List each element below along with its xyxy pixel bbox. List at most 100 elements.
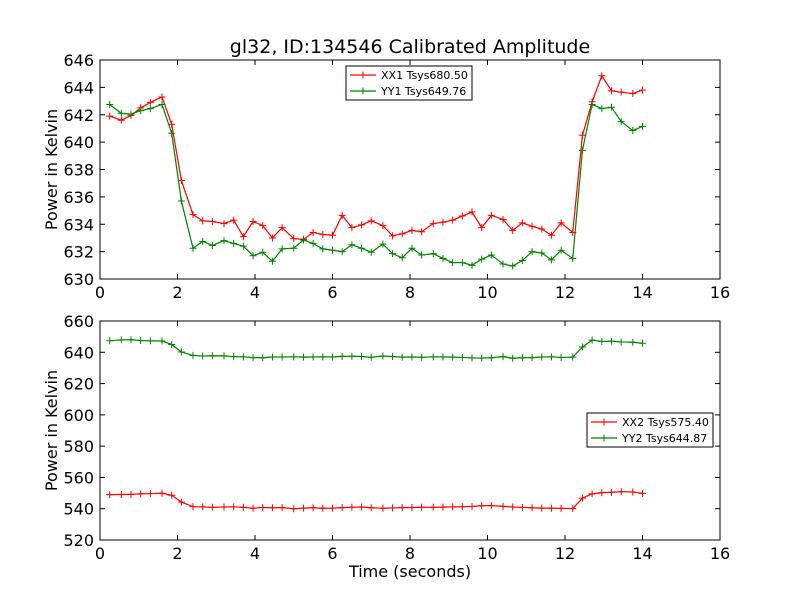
data-point: [499, 260, 507, 268]
data-point: [309, 228, 317, 236]
data-point: [617, 118, 625, 126]
data-point: [608, 103, 615, 111]
data-point: [547, 504, 555, 512]
data-point: [106, 491, 114, 499]
data-point: [268, 504, 276, 512]
data-point: [538, 225, 546, 233]
data-point: [146, 98, 154, 106]
data-point: [528, 504, 536, 512]
data-point: [106, 337, 114, 345]
y-axis-label: Power in Kelvin: [42, 370, 61, 491]
data-point: [487, 502, 495, 510]
data-point: [106, 112, 114, 120]
data-point: [158, 337, 166, 345]
data-point: [439, 218, 447, 226]
data-point: [367, 504, 375, 512]
data-point: [578, 343, 586, 351]
data-point: [439, 353, 447, 361]
data-point: [158, 93, 166, 101]
data-point: [338, 248, 346, 256]
legend-frame: [345, 65, 473, 101]
y-tick-label: 600: [63, 406, 94, 425]
data-point: [538, 249, 546, 257]
data-point: [528, 222, 536, 230]
data-point: [547, 256, 555, 264]
data-point: [249, 354, 257, 362]
data-point: [379, 240, 387, 248]
data-point: [379, 222, 387, 230]
data-point: [389, 353, 397, 361]
x-tick-label: 4: [250, 283, 260, 302]
x-tick-label: 10: [477, 283, 497, 302]
data-point: [319, 504, 327, 512]
data-point: [338, 504, 346, 512]
chart-title: gl32, ID:134546 Calibrated Amplitude: [230, 36, 590, 58]
legend: XX2 Tsys575.40 YY2 Tsys644.87: [586, 412, 714, 448]
data-point: [137, 107, 145, 115]
data-point: [358, 221, 366, 229]
x-tick-label: 4: [250, 544, 260, 563]
data-point: [509, 503, 517, 511]
data-point: [199, 352, 207, 360]
data-point: [127, 110, 135, 118]
data-point: [408, 226, 416, 234]
data-point: [338, 211, 346, 219]
y-tick-label: 640: [63, 133, 94, 152]
data-point: [230, 239, 238, 247]
chart-1: 0 2 4 6 8 10 12 14 16 630 632 634 636 638 640 642 644 646…: [42, 51, 730, 302]
data-point: [177, 197, 185, 205]
x-tick-label: 6: [327, 283, 337, 302]
data-point: [117, 116, 125, 124]
y-tick-label: 620: [63, 375, 94, 394]
x-tick-label: 6: [327, 544, 337, 563]
data-point: [439, 254, 447, 262]
data-point: [348, 224, 356, 232]
data-point: [249, 218, 257, 226]
data-point: [220, 220, 228, 228]
data-point: [429, 353, 437, 361]
data-point: [189, 503, 197, 511]
x-tick-label: 8: [405, 283, 415, 302]
y-tick-label: 540: [63, 500, 94, 519]
data-point: [319, 231, 327, 239]
data-point: [578, 146, 586, 154]
data-point: [458, 503, 466, 511]
data-point: [509, 226, 517, 234]
data-point: [220, 352, 228, 360]
data-point: [478, 224, 486, 232]
data-point: [478, 354, 486, 362]
data-point: [348, 503, 356, 511]
data-point: [290, 235, 298, 243]
data-point: [569, 353, 577, 361]
data-point: [329, 504, 336, 512]
data-point: [557, 219, 565, 227]
y-tick-label: 644: [63, 78, 94, 97]
legend: XX1 Tsys680.50 YY1 Tsys649.76: [345, 65, 473, 101]
data-point: [509, 262, 517, 270]
data-point: [547, 353, 555, 361]
data-point: [329, 246, 336, 254]
data-point: [569, 254, 577, 262]
x-tick-label: 16: [710, 283, 730, 302]
data-point: [588, 100, 596, 108]
data-point: [290, 244, 298, 252]
data-point: [309, 504, 317, 512]
x-tick-label: 14: [632, 544, 652, 563]
data-point: [268, 234, 276, 242]
data-point: [358, 503, 366, 511]
data-point: [127, 490, 135, 498]
x-tick-label: 8: [405, 544, 415, 563]
data-point: [449, 259, 457, 267]
y-tick-label: 636: [63, 188, 94, 207]
data-point: [168, 491, 176, 499]
data-point: [278, 353, 286, 361]
data-point: [168, 120, 176, 128]
data-point: [458, 353, 466, 361]
x-tick-label: 12: [555, 283, 575, 302]
data-point: [418, 503, 426, 511]
data-point: [538, 353, 546, 361]
data-point: [608, 337, 615, 345]
data-point: [319, 353, 327, 361]
data-point: [449, 503, 457, 511]
